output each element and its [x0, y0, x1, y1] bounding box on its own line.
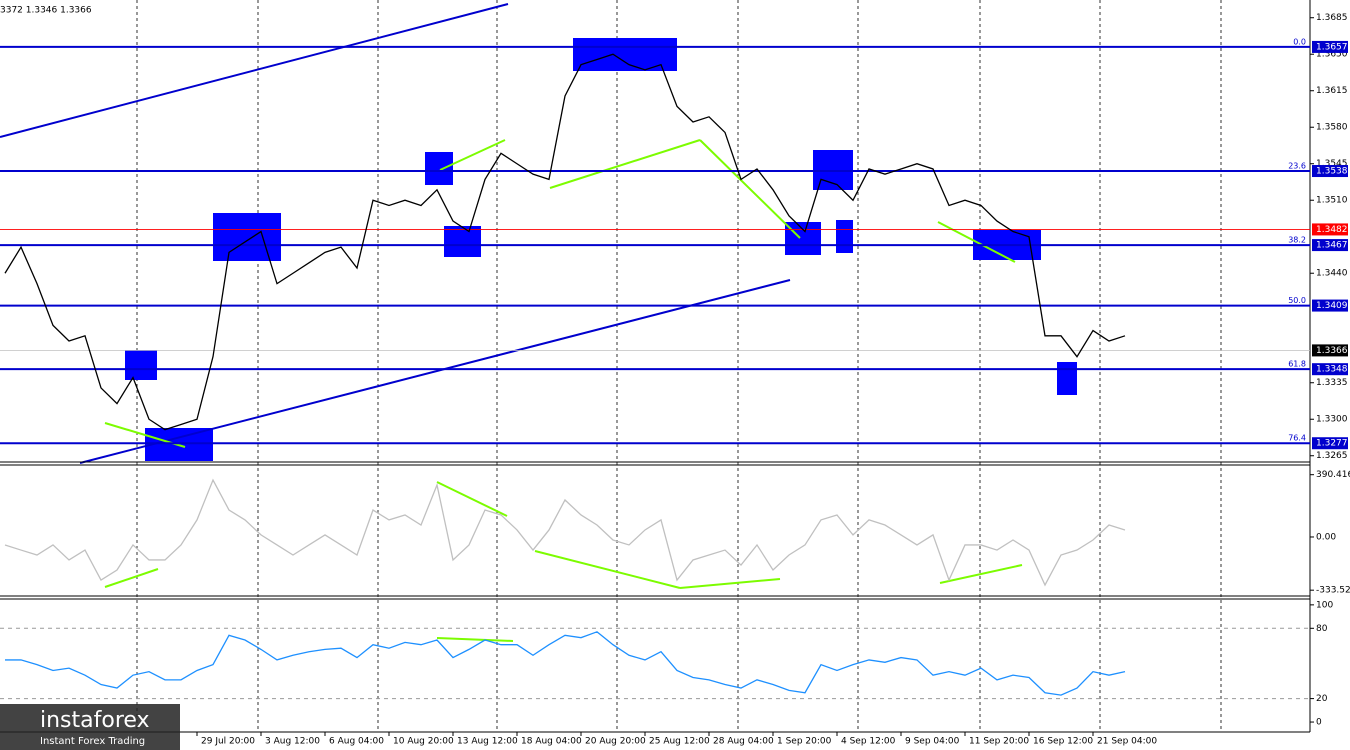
x-tick-label: 10 Aug 20:00	[393, 737, 454, 747]
price-label: 1.3277	[1316, 439, 1348, 449]
x-tick-label: 28 Aug 04:00	[713, 737, 774, 747]
divergence-lines	[104, 139, 1023, 642]
y-tick-label: 1.3265	[1316, 451, 1348, 461]
trend-lines	[0, 3, 791, 464]
series-line	[4, 478, 1126, 587]
y-tick-label: 390.4163	[1316, 470, 1350, 480]
y-tick-label: -333.522	[1316, 586, 1350, 596]
y-tick-label: 1.3510	[1316, 196, 1348, 206]
price-label: 1.3348	[1316, 365, 1348, 375]
time-grid	[136, 0, 1222, 732]
x-tick-label: 9 Sep 04:00	[905, 737, 960, 747]
fib-label: 76.4	[1288, 434, 1306, 443]
x-tick-label: 16 Sep 12:00	[1033, 737, 1093, 747]
y-tick-label: 1.3580	[1316, 123, 1348, 133]
y-tick-label: 1.3615	[1316, 86, 1348, 96]
price-label-box	[1312, 437, 1348, 450]
chart-title: 3372 1.3346 1.3366	[0, 6, 92, 16]
x-tick-label: 4 Sep 12:00	[841, 737, 896, 747]
x-tick-label: 21 Sep 04:00	[1097, 737, 1157, 747]
fib-label: 61.8	[1288, 360, 1306, 369]
price-label-box	[1312, 363, 1348, 376]
price-label-box	[1312, 299, 1348, 312]
fib-label: 23.6	[1288, 162, 1306, 171]
price-label: 1.3409	[1316, 301, 1348, 311]
alert-label-box	[1312, 223, 1348, 236]
y-tick-label: 1.3440	[1316, 269, 1348, 279]
pane-borders	[0, 0, 1311, 733]
y-tick-label: 80	[1316, 624, 1328, 634]
price-label-box	[1312, 40, 1348, 53]
fib-label: 38.2	[1288, 236, 1306, 245]
price-label: 1.3538	[1316, 167, 1348, 177]
y-tick-label: 0	[1316, 718, 1322, 728]
y-tick-label: 1.3545	[1316, 159, 1348, 169]
fib-label: 50.0	[1288, 296, 1306, 305]
price-label: 1.3467	[1316, 241, 1348, 251]
price-label-box	[1312, 165, 1348, 178]
fib-label: 0.0	[1293, 37, 1306, 46]
y-tick-label: 100	[1316, 600, 1333, 610]
logo-tagline: Instant Forex Trading	[40, 736, 145, 747]
price-label: 1.3657	[1316, 42, 1348, 52]
x-tick-label: 13 Aug 12:00	[457, 737, 518, 747]
y-tick-label: 0.00	[1316, 532, 1336, 542]
y-tick-label: 1.3300	[1316, 415, 1348, 425]
series-line	[4, 53, 1126, 431]
y-tick-label: 1.3335	[1316, 378, 1348, 388]
logo-box	[0, 704, 180, 750]
alert-label: 1.3482	[1316, 225, 1348, 235]
current-price-label: 1.3366	[1316, 346, 1348, 356]
current-price-box	[1312, 344, 1348, 357]
x-tick-label: 3 Aug 12:00	[265, 737, 320, 747]
price-label-box	[1312, 239, 1348, 252]
x-tick-label: 1 Sep 20:00	[777, 737, 832, 747]
y-tick-label: 20	[1316, 694, 1328, 704]
x-tick-label: 18 Aug 04:00	[521, 737, 582, 747]
x-tick-label: 20 Aug 20:00	[585, 737, 646, 747]
y-tick-label: 1.3685	[1316, 13, 1348, 23]
x-tick-label: 29 Jul 20:00	[201, 737, 255, 747]
x-tick-label: 25 Aug 12:00	[649, 737, 710, 747]
x-tick-label: 11 Sep 20:00	[969, 737, 1029, 747]
y-tick-label: 1.3650	[1316, 50, 1348, 60]
x-tick-label: 6 Aug 04:00	[329, 737, 384, 747]
logo-brand: instaforex	[40, 708, 150, 733]
series-line	[5, 631, 1126, 696]
